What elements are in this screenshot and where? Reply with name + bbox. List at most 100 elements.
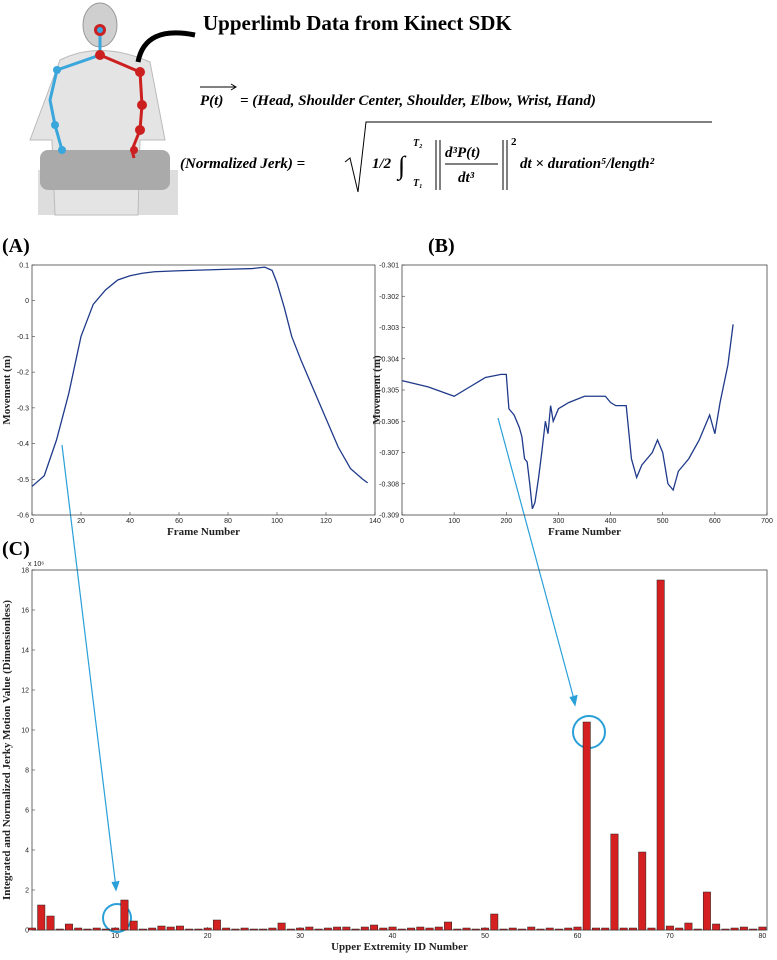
formula-tail: dt × duration⁵/length² [520,156,655,172]
y-axis-label: Integrated and Normalized Jerky Motion V… [1,600,13,900]
x-tick-label: 0 [400,518,404,525]
bar [314,928,323,931]
x-tick-label: 0 [30,518,34,525]
y-tick-label: 10 [21,728,29,735]
bar [83,928,92,931]
x-tick-label: 140 [369,518,381,525]
bar [693,928,702,931]
plot-frame [31,264,376,516]
panel-label: (A) [2,235,30,257]
y-tick-label: -0.301 [379,263,399,270]
bar [351,928,360,931]
y-tick-label: 14 [21,648,29,655]
bar [379,927,388,931]
x-tick-label: 80 [758,933,766,940]
lower-limit: T₁ [413,178,423,189]
y-tick-label: 18 [21,568,29,575]
bar [628,927,637,931]
y-tick-label: -0.305 [379,388,399,395]
bar [684,922,693,931]
bar [185,928,194,931]
x-tick-label: 40 [389,933,397,940]
bar [749,928,758,931]
y-tick-label: -0.2 [17,370,29,377]
y-tick-label: 0 [25,928,29,935]
y-tick-label: 12 [21,688,29,695]
x-tick-label: 700 [761,518,773,525]
y-exponent: x 10⁶ [28,561,44,568]
y-tick-label: 0 [25,298,29,305]
bar [333,926,342,931]
x-tick-label: 100 [271,518,283,525]
x-tick-label: 400 [605,518,617,525]
y-tick-label: -0.302 [379,294,399,301]
bar [268,927,277,931]
y-tick-label: -0.304 [379,356,399,363]
bar [157,925,166,931]
bar [434,926,443,931]
bar [619,927,628,931]
bar [111,927,120,931]
bar [120,899,129,931]
bar [601,927,610,931]
bar [370,924,379,931]
power: 2 [511,136,517,148]
bar [462,927,471,931]
y-tick-label: 0.1 [19,263,29,270]
bar [582,721,591,931]
bar [138,928,147,931]
bar [342,926,351,931]
bar [610,833,619,931]
bar [527,926,536,931]
bar [564,927,573,931]
x-tick-label: 60 [175,518,183,525]
y-tick-label: -0.3 [17,405,29,412]
data-line [401,324,734,510]
bar [259,928,268,931]
formula-coef: 1/2 [372,156,392,172]
x-axis-label: Frame Number [548,526,621,538]
bar [28,927,36,931]
bar [702,891,711,931]
bar [656,579,665,931]
bar [55,928,64,931]
bar [37,904,46,931]
bar [65,923,73,931]
bar [203,927,212,931]
bar [74,927,83,931]
y-tick-label: -0.308 [379,481,399,488]
integral: ∫ [396,151,407,181]
plot-frame [401,264,768,516]
upper-limit: T₂ [413,138,423,149]
y-tick-label: 16 [21,608,29,615]
bar [453,928,462,931]
bar [46,915,55,931]
x-tick-label: 80 [224,518,232,525]
sqrt-sign [344,121,712,193]
bar [212,919,221,931]
x-tick-label: 20 [77,518,85,525]
x-tick-label: 300 [553,518,565,525]
bar [573,926,582,931]
vector-arrowhead [230,83,237,91]
bar [194,928,203,931]
y-tick-label: 6 [25,808,29,815]
bar [222,927,231,931]
x-axis-label: Frame Number [167,526,240,538]
bar [730,927,739,931]
y-tick-label: 4 [25,848,29,855]
panel-label: (C) [2,538,30,560]
x-tick-label: 600 [709,518,721,525]
x-tick-label: 100 [448,518,460,525]
bar [545,927,554,931]
annotations [61,417,606,933]
bar [92,927,101,931]
denominator: dt³ [458,170,475,186]
y-axis-label: Movement (m) [371,355,383,425]
bar [675,927,684,931]
y-tick-label: -0.4 [17,441,29,448]
bar [277,922,286,931]
y-tick-label: -0.5 [17,477,29,484]
x-tick-label: 20 [204,933,212,940]
x-axis-label: Upper Extremity ID Number [331,941,468,953]
